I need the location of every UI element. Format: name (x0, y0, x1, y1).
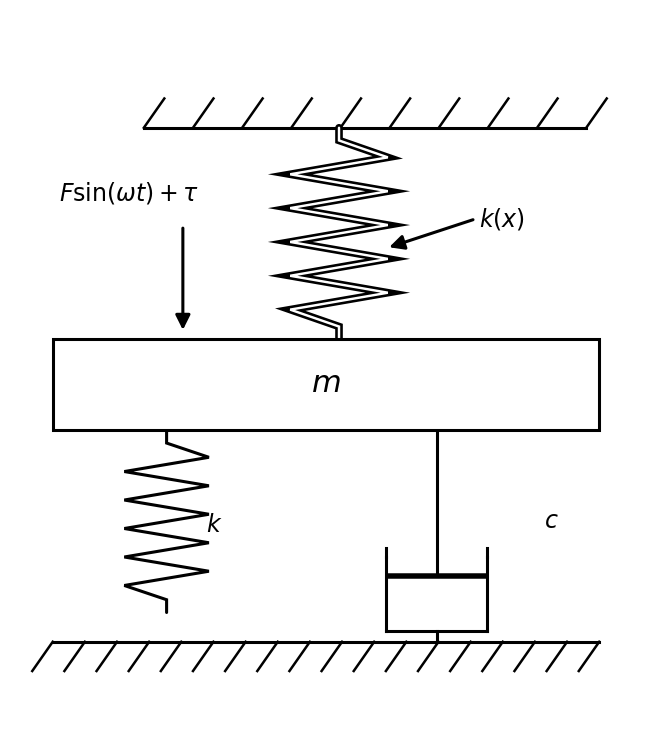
Text: $k$: $k$ (205, 513, 222, 537)
Text: $m$: $m$ (311, 369, 341, 398)
Text: $k(x)$: $k(x)$ (479, 206, 525, 232)
Bar (53, 339, 599, 430)
Text: $c$: $c$ (544, 509, 559, 533)
Text: $F\sin(\omega t)+\tau$: $F\sin(\omega t)+\tau$ (59, 180, 200, 206)
